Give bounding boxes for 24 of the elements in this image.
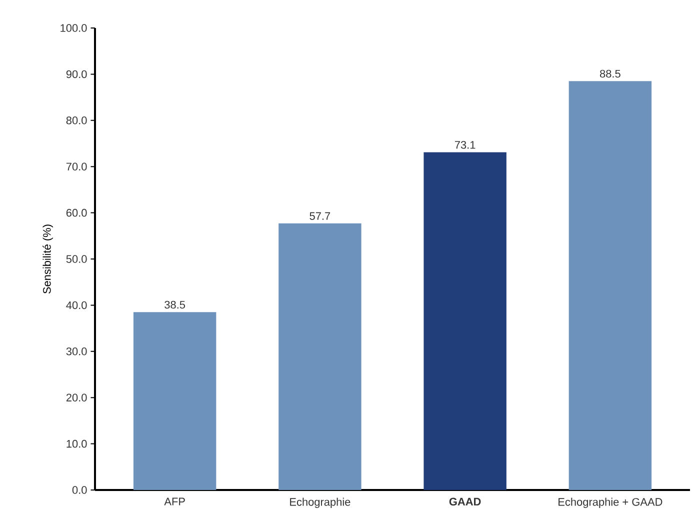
data-label: 73.1: [454, 141, 476, 149]
bar: [278, 223, 362, 490]
y-tick-label: 90.0: [66, 70, 87, 78]
y-tick-label: 60.0: [66, 208, 87, 217]
y-tick-label: 70.0: [66, 162, 87, 170]
bar: [424, 152, 506, 490]
bar: [133, 312, 216, 490]
x-tick-label: Echographie: [290, 498, 350, 508]
y-tick-label: 0.0: [72, 486, 87, 494]
x-tick-label: AFP: [164, 498, 185, 506]
y-tick-label: 20.0: [66, 394, 87, 402]
data-label: 57.7: [310, 212, 330, 220]
data-label: 38.5: [164, 300, 186, 309]
y-tick-label: 50.0: [66, 255, 87, 263]
y-tick-label: 40.0: [66, 301, 87, 310]
y-axis-title: Sensibilité (%): [42, 224, 53, 294]
y-tick-label: 10.0: [66, 440, 87, 448]
x-tick-label: GAAD: [449, 498, 481, 506]
data-label: 88.5: [600, 70, 620, 78]
y-tick-label: 100.0: [60, 24, 87, 32]
bar: [568, 81, 652, 490]
y-tick-label: 30.0: [66, 348, 87, 356]
y-tick-label: 80.0: [66, 116, 87, 124]
x-tick-label: Echographie + GAAD: [558, 498, 662, 508]
